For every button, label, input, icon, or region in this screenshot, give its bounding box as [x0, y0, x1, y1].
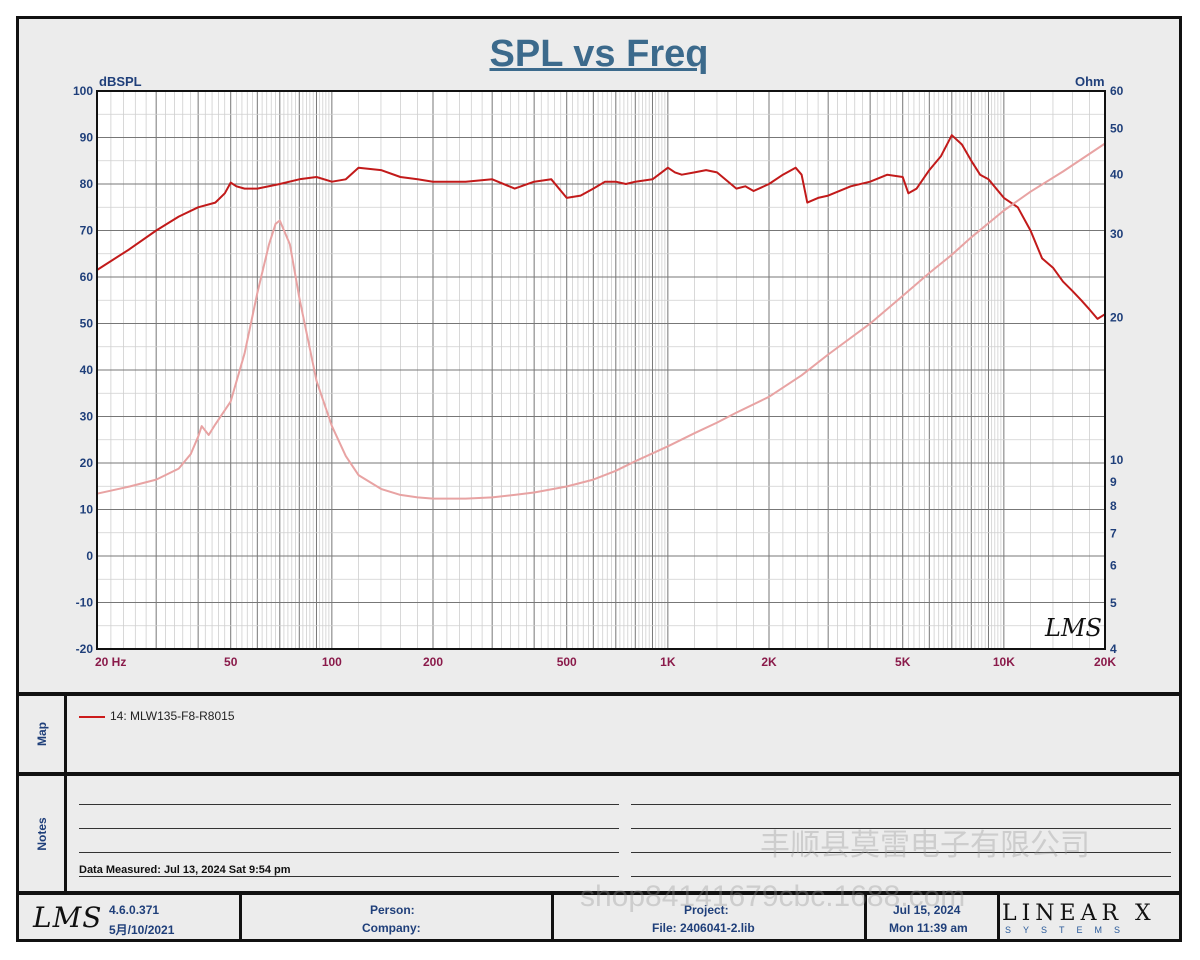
y-left-unit: dBSPL [99, 74, 142, 89]
notes-label: Notes [34, 816, 49, 851]
data-measured: Data Measured: Jul 13, 2024 Sat 9:54 pm [79, 864, 291, 876]
plot-border [96, 90, 1106, 650]
linearx-systems: SYSTEMS [1005, 925, 1133, 935]
series-impedance-line [96, 142, 1106, 500]
x-tick-label: 5K [895, 655, 911, 669]
x-tick-label: 500 [557, 655, 577, 669]
series-spl-line [96, 134, 1106, 320]
footer-person-cell: Person: Company: [242, 895, 554, 939]
separator-chart-map [19, 692, 1179, 696]
file-label: File: 2406041-2.lib [652, 921, 755, 935]
note-line [631, 852, 1171, 853]
footer-project-cell: Project: File: 2406041-2.lib [554, 895, 867, 939]
note-line [631, 876, 1171, 877]
footer-version-cell: LMS 4.6.0.371 5月/10/2021 [19, 895, 242, 939]
version-date: 5月/10/2021 [109, 923, 175, 937]
y-right-tick-label: 10 [1110, 453, 1124, 467]
y-left-tick-label: 100 [73, 84, 93, 98]
project-label: Project: [684, 903, 729, 917]
note-line [79, 852, 619, 853]
linearx-logo: LINEAR X [1002, 901, 1156, 926]
y-left-tick-label: 90 [80, 131, 94, 145]
y-right-tick-label: 50 [1110, 122, 1124, 136]
y-left-tick-label: 20 [80, 456, 94, 470]
y-left-tick-label: 60 [80, 270, 94, 284]
y-right-tick-label: 4 [1110, 642, 1117, 656]
x-tick-label: 50 [224, 655, 238, 669]
map-label: Map [34, 722, 49, 746]
y-left-tick-label: 80 [80, 177, 94, 191]
y-left-tick-label: 40 [80, 363, 94, 377]
separator-notes-footer [19, 891, 1179, 895]
legend-entry: 14: MLW135-F8-R8015 [110, 709, 235, 723]
person-label: Person: [370, 903, 415, 917]
map-label-panel: Map [19, 696, 67, 772]
chart-plot: 1009080706050403020100-10-20605040302010… [73, 84, 1124, 669]
y-left-tick-label: 30 [80, 410, 94, 424]
x-tick-label: 10K [993, 655, 1015, 669]
y-right-tick-label: 20 [1110, 310, 1124, 324]
chart-frame: SPL vs Freq dBSPL Ohm 100 90 80 70 60 50 40 30 2… [16, 16, 1182, 942]
y-right-tick-label: 30 [1110, 227, 1124, 241]
y-right-tick-label: 40 [1110, 168, 1124, 182]
version: 4.6.0.371 [109, 903, 160, 917]
x-tick-label: 200 [423, 655, 443, 669]
note-line [631, 804, 1171, 805]
footer: LMS 4.6.0.371 5月/10/2021 Person: Company… [19, 895, 1179, 939]
note-line [631, 828, 1171, 829]
print-time: Mon 11:39 am [889, 921, 968, 935]
y-left-tick-label: -20 [76, 642, 94, 656]
y-left-tick-label: 0 [86, 549, 93, 563]
y-right-tick-label: 7 [1110, 527, 1117, 541]
y-left-tick-label: 50 [80, 317, 94, 331]
note-line [79, 876, 619, 877]
y-right-unit: Ohm [1075, 74, 1105, 89]
footer-date-cell: Jul 15, 2024 Mon 11:39 am [867, 895, 1000, 939]
chart-title: SPL vs Freq [489, 33, 709, 75]
y-right-tick-label: 9 [1110, 475, 1117, 489]
watermark-shop: shop84141679cbc.1688.com [580, 880, 966, 913]
note-line [79, 828, 619, 829]
y-left-tick-label: 10 [80, 503, 94, 517]
y-right-tick-label: 60 [1110, 84, 1124, 98]
y-right-tick-label: 6 [1110, 558, 1117, 572]
legend-swatch [79, 716, 105, 718]
x-tick-label: 20K [1094, 655, 1116, 669]
separator-map-notes [19, 772, 1179, 776]
y-right-tick-label: 8 [1110, 499, 1117, 513]
note-line [79, 804, 619, 805]
x-tick-label: 100 [322, 655, 342, 669]
lms-mark: LMS [1044, 614, 1102, 642]
x-tick-label: 2K [761, 655, 777, 669]
x-tick-label: 20 Hz [95, 655, 126, 669]
watermark-company: 丰顺县莫雷电子有限公司 [760, 829, 1090, 862]
company-label: Company: [362, 921, 421, 935]
print-date: Jul 15, 2024 [893, 903, 961, 917]
lms-logo: LMS [33, 901, 103, 934]
y-left-tick-label: 70 [80, 224, 94, 238]
y-left-tick-label: -10 [76, 596, 94, 610]
notes-label-panel: Notes [19, 776, 67, 891]
x-tick-label: 1K [660, 655, 676, 669]
y-right-tick-label: 5 [1110, 596, 1117, 610]
